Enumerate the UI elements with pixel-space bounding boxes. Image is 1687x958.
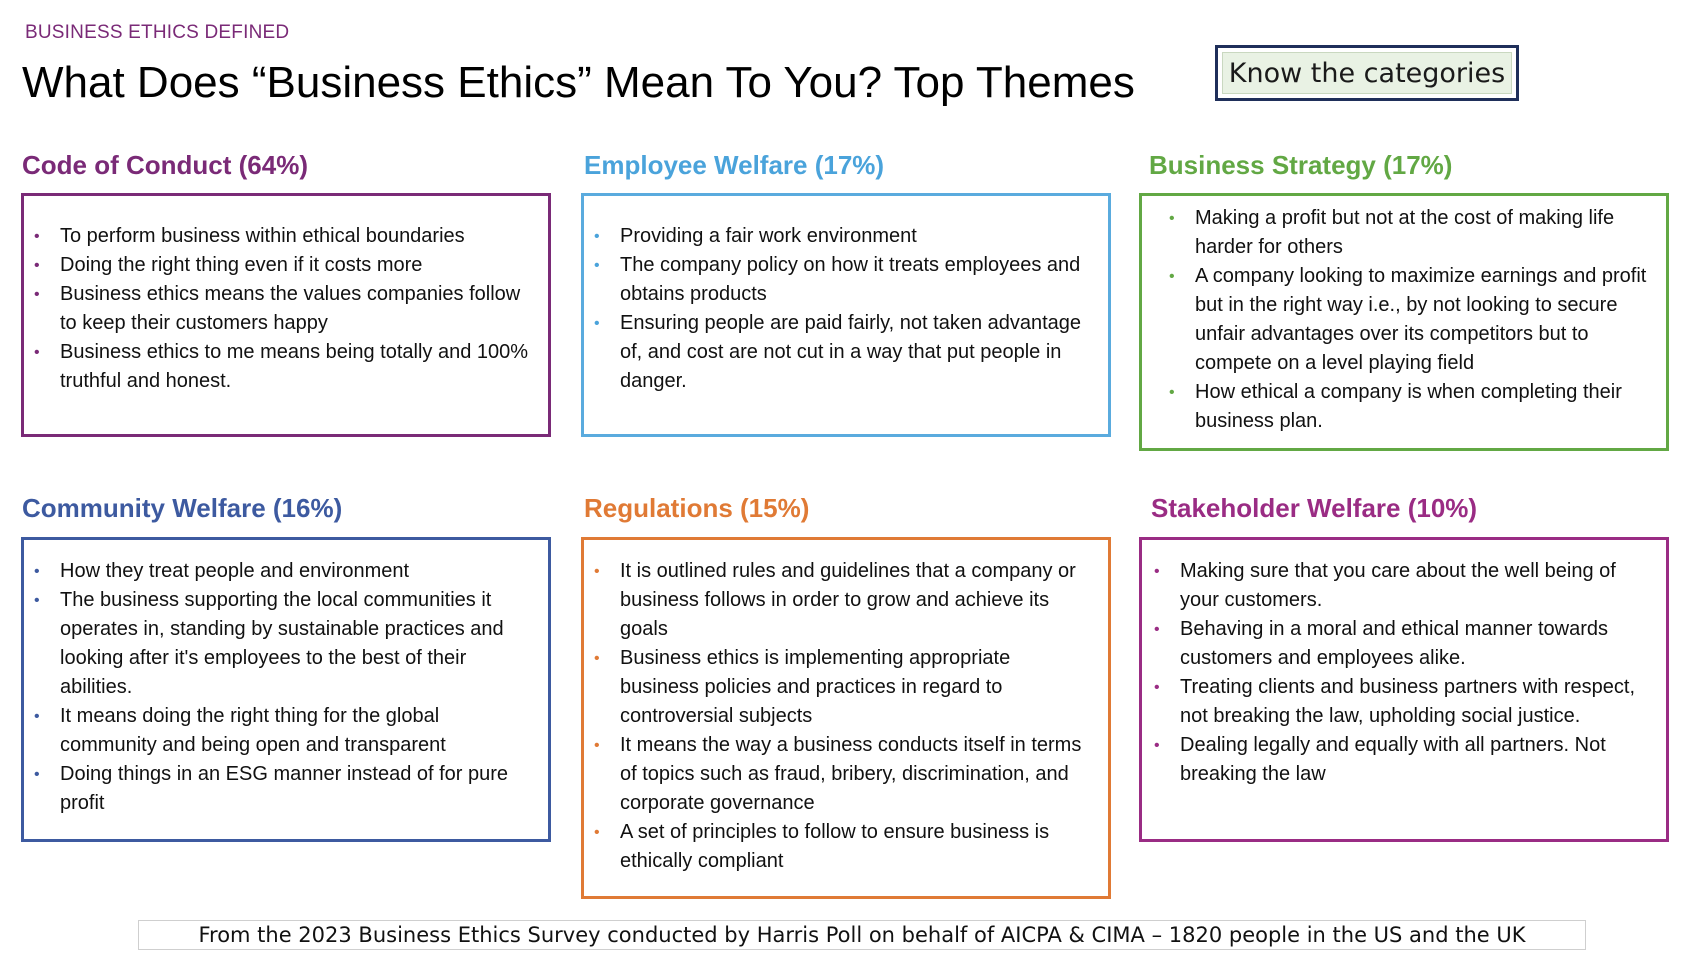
list-item: Doing the right thing even if it costs m…: [34, 251, 532, 280]
page-title: What Does “Business Ethics” Mean To You?…: [22, 58, 1135, 107]
source-footnote: From the 2023 Business Ethics Survey con…: [138, 920, 1586, 950]
category-box-business-strategy: Making a profit but not at the cost of m…: [1139, 193, 1669, 451]
category-box-employee-welfare: Providing a fair work environment The co…: [581, 193, 1111, 437]
bullet-list: Making sure that you care about the well…: [1142, 557, 1650, 789]
list-item: It means the way a business conducts its…: [594, 731, 1094, 818]
list-item: Treating clients and business partners w…: [1154, 673, 1650, 731]
category-heading-business-strategy: Business Strategy (17%): [1149, 150, 1453, 180]
list-item: It means doing the right thing for the g…: [34, 702, 532, 760]
bullet-list: It is outlined rules and guidelines that…: [584, 557, 1094, 876]
list-item: A company looking to maximize earnings a…: [1169, 262, 1650, 378]
list-item: A set of principles to follow to ensure …: [594, 818, 1094, 876]
know-categories-button[interactable]: Know the categories: [1215, 45, 1519, 101]
list-item: Business ethics to me means being totall…: [34, 338, 532, 396]
category-heading-code-of-conduct: Code of Conduct (64%): [22, 150, 308, 180]
list-item: Dealing legally and equally with all par…: [1154, 731, 1650, 789]
bullet-list: Providing a fair work environment The co…: [584, 222, 1092, 396]
category-heading-employee-welfare: Employee Welfare (17%): [584, 150, 885, 180]
list-item: Business ethics means the values compani…: [34, 280, 532, 338]
bullet-list: Making a profit but not at the cost of m…: [1142, 204, 1650, 436]
category-box-community-welfare: How they treat people and environment Th…: [21, 537, 551, 842]
list-item: Doing things in an ESG manner instead of…: [34, 760, 532, 818]
category-box-code-of-conduct: To perform business within ethical bound…: [21, 193, 551, 437]
category-heading-regulations: Regulations (15%): [584, 493, 810, 523]
list-item: Business ethics is implementing appropri…: [594, 644, 1094, 731]
know-categories-label: Know the categories: [1222, 52, 1512, 94]
list-item: The company policy on how it treats empl…: [594, 251, 1092, 309]
list-item: Ensuring people are paid fairly, not tak…: [594, 309, 1092, 396]
category-heading-community-welfare: Community Welfare (16%): [22, 493, 343, 523]
list-item: It is outlined rules and guidelines that…: [594, 557, 1094, 644]
list-item: The business supporting the local commun…: [34, 586, 532, 702]
eyebrow-label: BUSINESS ETHICS DEFINED: [25, 22, 290, 43]
list-item: Behaving in a moral and ethical manner t…: [1154, 615, 1650, 673]
list-item: How ethical a company is when completing…: [1169, 378, 1650, 436]
list-item: Making a profit but not at the cost of m…: [1169, 204, 1650, 262]
bullet-list: How they treat people and environment Th…: [24, 557, 532, 818]
category-heading-stakeholder-welfare: Stakeholder Welfare (10%): [1151, 493, 1478, 523]
list-item: To perform business within ethical bound…: [34, 222, 532, 251]
list-item: Making sure that you care about the well…: [1154, 557, 1650, 615]
list-item: Providing a fair work environment: [594, 222, 1092, 251]
category-box-regulations: It is outlined rules and guidelines that…: [581, 537, 1111, 899]
bullet-list: To perform business within ethical bound…: [24, 222, 532, 396]
list-item: How they treat people and environment: [34, 557, 532, 586]
category-box-stakeholder-welfare: Making sure that you care about the well…: [1139, 537, 1669, 842]
